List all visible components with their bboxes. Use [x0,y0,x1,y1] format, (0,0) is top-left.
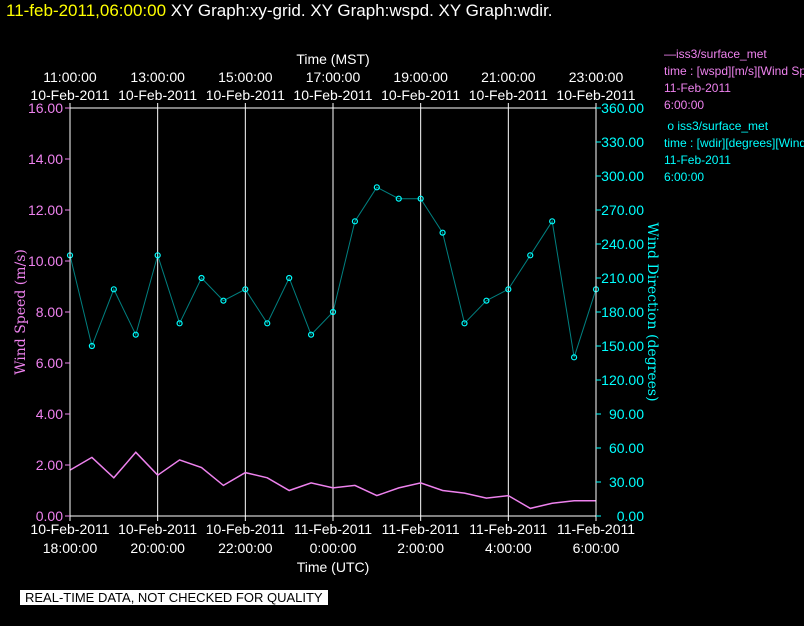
left-tick-label: 12.00 [28,202,63,218]
top-tick-date-label: 10-Feb-2011 [556,87,635,103]
wind-direction-series [66,184,600,361]
right-tick-label: 300.00 [601,168,644,184]
right-axis-label: Wind Direction (degrees) [644,222,660,401]
right-tick-label: 360.00 [601,100,644,116]
bottom-tick-date-label: 11-Feb-2011 [294,521,372,537]
wind-speed-line [69,451,596,510]
legend-speed-name: —iss3/surface_met [664,47,767,61]
legend-speed-date: 11-Feb-2011 [664,81,731,95]
legend-direction-time: 6:00:00 [664,170,705,184]
top-tick-time-label: 13:00:00 [130,69,185,85]
top-tick-time-label: 17:00:00 [306,69,361,85]
left-tick-label: 0.00 [36,508,63,524]
wind-direction-point [220,297,227,304]
bottom-axis-label: Time (UTC) [297,559,370,575]
top-tick-date-label: 10-Feb-2011 [381,87,460,103]
bottom-tick-date-label: 10-Feb-2011 [30,521,109,537]
top-tick-time-label: 15:00:00 [218,69,273,85]
top-tick-date-label: 10-Feb-2011 [206,87,285,103]
legend-entry-direction: o iss3/surface_met time : [wdir][degrees… [664,118,804,186]
legend-entry-speed: —iss3/surface_met time : [wspd][m/s][Win… [664,46,804,114]
right-tick-label: 120.00 [601,372,644,388]
wind-direction-point [351,218,359,225]
left-tick-label: 10.00 [28,253,63,269]
left-tick-label: 16.00 [28,100,63,116]
wind-direction-point [242,286,249,293]
wind-speed-series [69,451,596,510]
wind-direction-point [198,274,205,282]
wind-direction-point [505,286,512,293]
left-axis-label: Wind Speed (m/s) [13,249,29,375]
top-tick-time-label: 21:00:00 [481,69,536,85]
legend-direction-detail: time : [wdir][degrees][Wind Direction] [664,136,804,150]
bottom-tick-date-label: 10-Feb-2011 [118,521,197,537]
left-tick-label: 14.00 [28,151,63,167]
left-tick-label: 6.00 [36,355,63,371]
right-tick-label: 270.00 [601,202,644,218]
bottom-tick-date-label: 11-Feb-2011 [382,521,460,537]
bottom-tick-time-label: 6:00:00 [573,540,620,556]
wind-direction-point [307,331,315,338]
bottom-tick-time-label: 4:00:00 [485,540,532,556]
wind-direction-point [132,331,139,338]
title-timestamp: 11-feb-2011,06:00:00 [6,1,167,20]
right-tick-label: 330.00 [601,134,644,150]
right-tick-label: 60.00 [609,440,644,456]
top-tick-time-label: 23:00:00 [569,69,624,85]
wind-direction-point [88,342,96,350]
legend-direction-date: 11-Feb-2011 [664,153,731,167]
wind-direction-point [439,229,446,236]
bottom-tick-time-label: 18:00:00 [43,540,98,556]
legend-speed-time: 6:00:00 [664,98,705,112]
bottom-tick-time-label: 2:00:00 [397,540,444,556]
wind-direction-point [395,195,402,202]
axis-ticks: 11:00:00 10-Feb-2011 13:00:00 10-Feb-2011 15… [28,69,644,556]
bottom-tick-date-label: 11-Feb-2011 [557,521,635,537]
wind-direction-point [570,354,578,361]
wind-direction-point [461,320,468,327]
top-tick-time-label: 11:00:00 [43,69,97,85]
top-tick-date-label: 10-Feb-2011 [118,87,197,103]
bottom-tick-time-label: 20:00:00 [130,540,185,556]
wind-direction-point [373,184,380,191]
left-tick-label: 2.00 [36,457,63,473]
quality-notice: REAL-TIME DATA, NOT CHECKED FOR QUALITY [20,590,328,605]
graph-title: 11-feb-2011,06:00:00 XY Graph:xy-grid. X… [6,1,553,21]
top-tick-date-label: 10-Feb-2011 [469,87,548,103]
bottom-tick-date-label: 11-Feb-2011 [469,521,547,537]
right-tick-label: 240.00 [601,236,644,252]
legend-direction-name: o iss3/surface_met [664,119,769,133]
bottom-tick-date-label: 10-Feb-2011 [206,521,285,537]
wind-direction-point [176,320,183,327]
right-tick-label: 150.00 [601,338,644,354]
legend-speed-detail: time : [wspd][m/s][Wind Speed] [664,64,804,78]
wind-direction-point [417,195,424,202]
left-tick-label: 4.00 [36,406,63,422]
left-tick-label: 8.00 [36,304,63,320]
top-axis-label: Time (MST) [296,51,369,67]
top-tick-date-label: 10-Feb-2011 [293,87,372,103]
right-tick-label: 90.00 [609,406,644,422]
bottom-tick-time-label: 22:00:00 [218,540,273,556]
top-tick-time-label: 19:00:00 [393,69,448,85]
right-tick-label: 0.00 [617,508,644,524]
right-tick-label: 30.00 [609,474,644,490]
wind-direction-point [527,252,534,259]
wind-direction-point [549,218,556,225]
wind-direction-point [286,274,293,282]
wind-direction-point [483,297,490,304]
wind-direction-point [329,308,337,316]
wind-direction-point [264,320,271,327]
bottom-tick-time-label: 0:00:00 [310,540,357,556]
wind-direction-point [154,252,161,259]
wind-direction-trace [69,186,597,358]
right-tick-label: 210.00 [601,270,644,286]
top-tick-date-label: 10-Feb-2011 [30,87,109,103]
wind-direction-point [110,286,117,293]
right-tick-label: 180.00 [601,304,644,320]
title-graphs: XY Graph:xy-grid. XY Graph:wspd. XY Grap… [170,1,553,20]
